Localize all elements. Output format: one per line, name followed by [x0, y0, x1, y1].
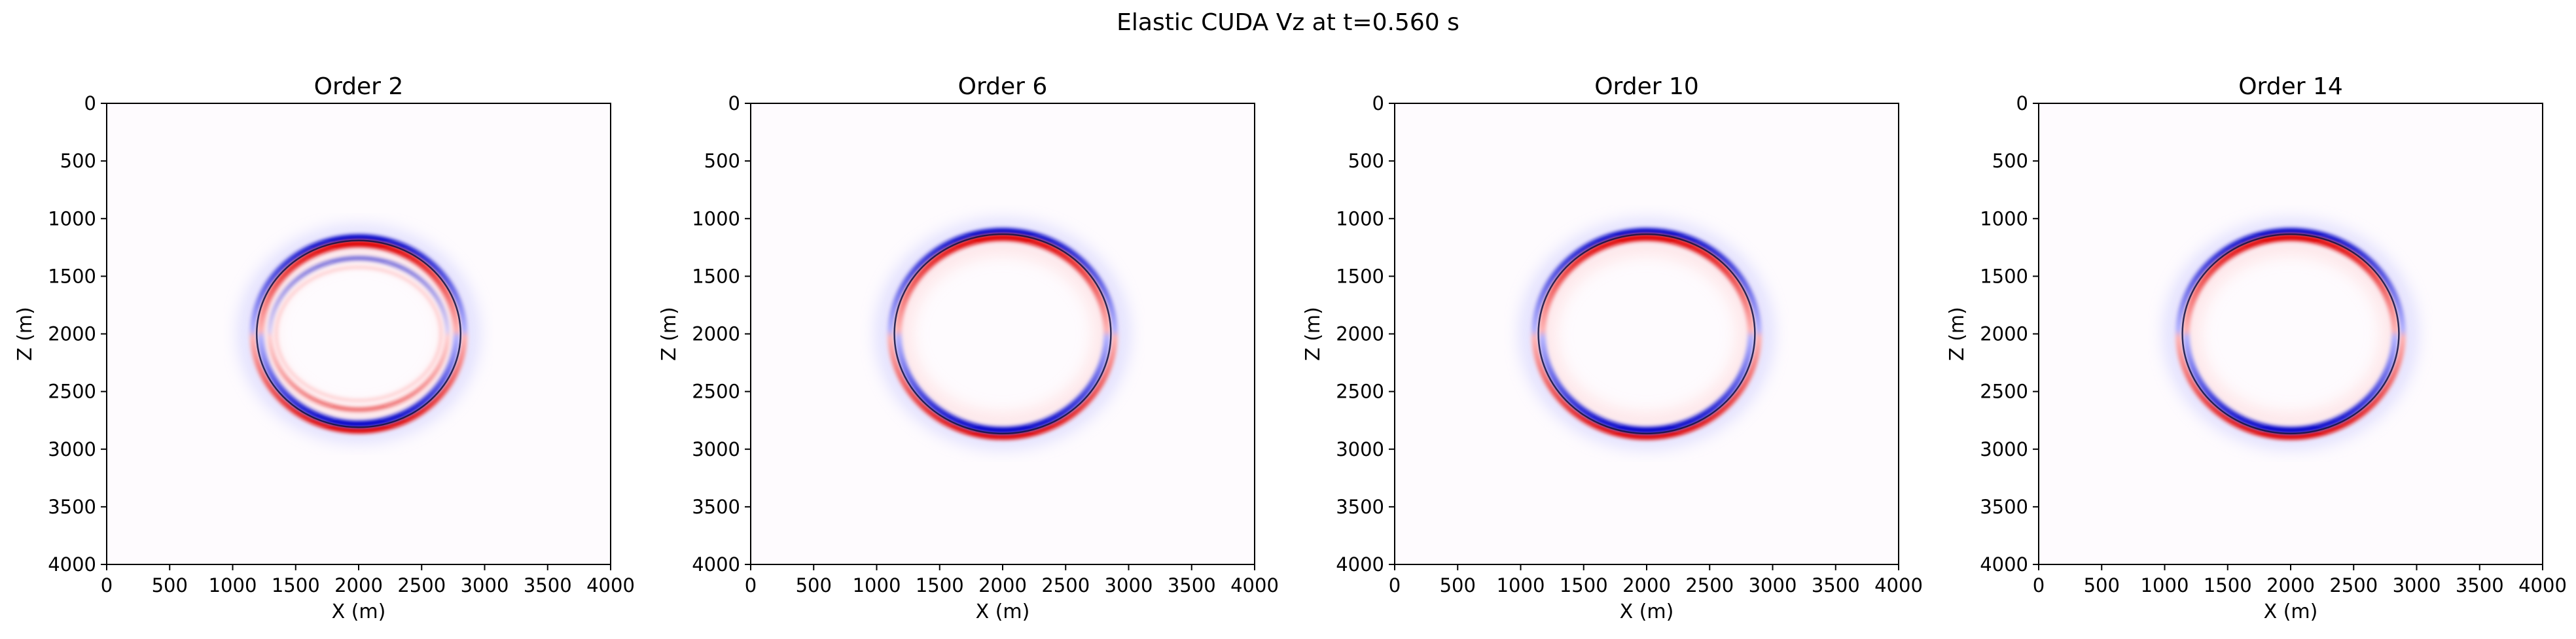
x-tick-label: 0: [745, 574, 757, 596]
x-tick-label: 2000: [978, 574, 1027, 596]
y-tick-label: 3500: [48, 496, 96, 518]
x-tick-label: 2000: [334, 574, 383, 596]
y-tick-label: 500: [1992, 150, 2028, 172]
x-tick-label: 3000: [2393, 574, 2441, 596]
y-tick-label: 500: [60, 150, 96, 172]
x-tick-label: 1500: [272, 574, 320, 596]
y-tick-label: 4000: [48, 553, 96, 576]
wavefield-image: [2163, 218, 2418, 449]
x-tick-label: 2500: [2329, 574, 2378, 596]
y-tick-label: 1500: [48, 265, 96, 287]
y-tick-label: 500: [704, 150, 740, 172]
x-axis-label: X (m): [2264, 600, 2318, 623]
x-tick-label: 1000: [1497, 574, 1545, 596]
x-tick-label: 2000: [1622, 574, 1671, 596]
x-tick-label: 1500: [916, 574, 964, 596]
y-axis-label: Z (m): [1302, 307, 1325, 361]
y-tick-label: 2000: [48, 323, 96, 345]
y-tick-label: 3000: [1336, 438, 1384, 460]
y-tick-label: 1000: [1980, 207, 2028, 230]
y-axis-label: Z (m): [1946, 307, 1969, 361]
subplot-title: Order 10: [1594, 73, 1699, 100]
x-tick-label: 4000: [586, 574, 635, 596]
wavefield-image: [1519, 218, 1774, 449]
x-tick-label: 0: [1389, 574, 1401, 596]
x-tick-label: 1000: [2141, 574, 2189, 596]
y-axis-label: Z (m): [658, 307, 681, 361]
y-tick-label: 4000: [1336, 553, 1384, 576]
subplot-title: Order 2: [314, 73, 404, 100]
y-tick-label: 0: [1372, 92, 1384, 114]
x-tick-label: 0: [101, 574, 113, 596]
x-tick-label: 2500: [1041, 574, 1090, 596]
x-tick-label: 2000: [2266, 574, 2315, 596]
x-tick-label: 500: [796, 574, 832, 596]
heatmap-background: [1395, 103, 1899, 564]
y-tick-label: 1500: [692, 265, 740, 287]
y-tick-label: 4000: [692, 553, 740, 576]
subplot-3: Order 10 0 500 1000 1500 2000 2500 3000 3500 4000…: [1302, 73, 1923, 623]
figure-suptitle: Elastic CUDA Vz at t=0.560 s: [1117, 9, 1459, 36]
y-tick-label: 1500: [1336, 265, 1384, 287]
y-tick-label: 1000: [692, 207, 740, 230]
x-tick-label: 500: [152, 574, 188, 596]
subplot-1: Order 20 500 1000 1500 2000 2500 3000 3500 40000…: [14, 73, 635, 623]
x-tick-label: 0: [2033, 574, 2045, 596]
y-tick-label: 2500: [48, 381, 96, 403]
subplot-title: Order 6: [958, 73, 1048, 100]
x-tick-label: 500: [1440, 574, 1476, 596]
y-axis-label: Z (m): [14, 307, 37, 361]
y-tick-label: 500: [1348, 150, 1384, 172]
y-tick-label: 3500: [1336, 496, 1384, 518]
x-tick-label: 1500: [1560, 574, 1608, 596]
x-tick-label: 3000: [461, 574, 509, 596]
subplot-4: Order 14 0 500 1000 1500 2000 2500 3000 3500 4000…: [1946, 73, 2567, 623]
x-tick-label: 1000: [209, 574, 257, 596]
y-tick-label: 1500: [1980, 265, 2028, 287]
y-tick-label: 1000: [1336, 207, 1384, 230]
x-tick-label: 2500: [397, 574, 446, 596]
y-tick-label: 4000: [1980, 553, 2028, 576]
x-tick-label: 3000: [1749, 574, 1797, 596]
x-tick-label: 4000: [2518, 574, 2567, 596]
y-tick-label: 0: [728, 92, 740, 114]
x-tick-label: 500: [2084, 574, 2120, 596]
x-tick-label: 3500: [524, 574, 572, 596]
y-tick-label: 2000: [692, 323, 740, 345]
x-tick-label: 3500: [1168, 574, 1216, 596]
x-axis-label: X (m): [976, 600, 1030, 623]
y-tick-label: 3000: [1980, 438, 2028, 460]
x-tick-label: 3500: [2456, 574, 2504, 596]
y-tick-label: 3500: [692, 496, 740, 518]
x-axis-label: X (m): [332, 600, 386, 623]
x-tick-label: 3500: [1812, 574, 1860, 596]
x-tick-label: 3000: [1105, 574, 1153, 596]
heatmap-background: [751, 103, 1255, 564]
heatmap-background: [2039, 103, 2543, 564]
x-axis-label: X (m): [1620, 600, 1674, 623]
y-tick-label: 3000: [48, 438, 96, 460]
y-tick-label: 0: [84, 92, 96, 114]
y-tick-label: 3500: [1980, 496, 2028, 518]
y-tick-label: 2500: [692, 381, 740, 403]
x-tick-label: 4000: [1874, 574, 1923, 596]
x-tick-label: 2500: [1685, 574, 1734, 596]
x-tick-label: 1000: [853, 574, 901, 596]
y-tick-label: 2000: [1336, 323, 1384, 345]
y-tick-label: 2500: [1336, 381, 1384, 403]
wavefield-image: [238, 224, 480, 443]
heatmap-background: [107, 103, 611, 564]
subplot-2: Order 60 500 1000 1500 2000 2500 3000 3500 40000…: [658, 73, 1279, 623]
wavefield-image: [875, 218, 1130, 449]
y-tick-label: 2500: [1980, 381, 2028, 403]
y-tick-label: 0: [2016, 92, 2028, 114]
y-tick-label: 3000: [692, 438, 740, 460]
x-tick-label: 4000: [1230, 574, 1279, 596]
y-tick-label: 2000: [1980, 323, 2028, 345]
x-tick-label: 1500: [2204, 574, 2252, 596]
subplot-title: Order 14: [2238, 73, 2343, 100]
y-tick-label: 1000: [48, 207, 96, 230]
